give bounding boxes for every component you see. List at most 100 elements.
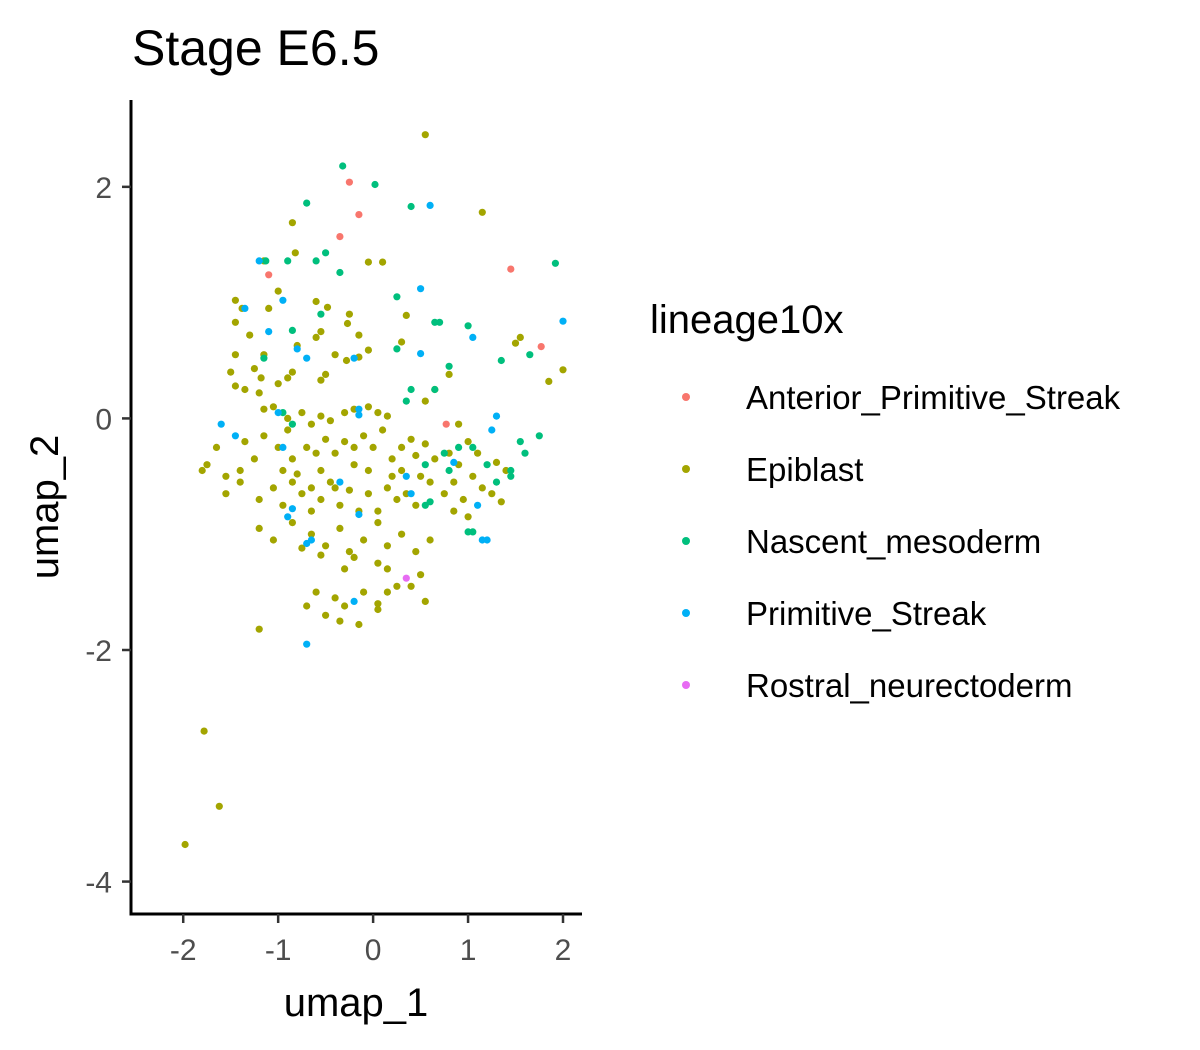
data-point	[317, 412, 325, 420]
data-point	[323, 303, 332, 311]
data-point	[212, 443, 221, 451]
data-point	[421, 597, 429, 606]
data-point	[181, 840, 189, 849]
data-point	[537, 343, 545, 351]
data-point	[545, 377, 553, 385]
data-point	[317, 328, 325, 336]
data-point	[307, 530, 315, 538]
data-point	[511, 339, 520, 347]
data-point	[336, 233, 344, 241]
data-point	[303, 354, 311, 362]
data-point	[288, 219, 296, 227]
data-point	[398, 466, 406, 475]
data-point	[450, 478, 458, 486]
data-point	[317, 310, 325, 318]
data-point	[241, 385, 249, 394]
data-point	[255, 495, 263, 504]
x-axis-title: umap_1	[284, 981, 429, 1025]
data-point	[393, 582, 401, 590]
data-point	[431, 385, 439, 394]
data-point	[369, 443, 377, 451]
data-point	[350, 597, 358, 606]
data-point	[417, 571, 425, 579]
data-point	[374, 409, 382, 417]
data-point	[355, 620, 363, 629]
x-tick-label: 0	[365, 934, 382, 967]
data-point	[474, 449, 482, 457]
data-point	[341, 565, 349, 573]
legend-label: Nascent_mesoderm	[746, 523, 1041, 560]
y-tick-label: -4	[85, 867, 112, 900]
data-point	[222, 472, 230, 480]
data-point	[274, 409, 282, 417]
data-point	[265, 304, 273, 312]
legend-title: lineage10x	[650, 298, 844, 342]
data-point	[307, 420, 315, 428]
data-point	[488, 490, 496, 498]
data-point	[355, 411, 363, 419]
data-point	[440, 449, 448, 457]
data-point	[257, 374, 265, 382]
y-tick-label: 2	[95, 172, 112, 205]
data-point	[450, 458, 458, 466]
data-point	[322, 542, 330, 550]
data-point	[241, 304, 249, 312]
data-point	[374, 605, 382, 614]
data-point	[383, 412, 391, 420]
data-point	[469, 472, 477, 480]
data-point	[551, 259, 560, 267]
data-point	[341, 602, 349, 610]
data-point	[421, 397, 429, 405]
data-point	[279, 501, 287, 509]
data-point	[298, 490, 306, 498]
data-point	[445, 466, 453, 475]
x-axis-ticks: -2 -1 0 1 2	[170, 914, 571, 967]
data-point	[250, 455, 258, 463]
data-point	[440, 490, 448, 498]
data-point	[521, 449, 529, 457]
data-point	[417, 350, 425, 358]
data-point	[364, 258, 372, 266]
data-point	[383, 542, 391, 550]
data-point	[455, 443, 463, 451]
data-point	[535, 432, 543, 440]
data-point	[350, 553, 358, 562]
data-point	[269, 403, 277, 411]
data-point	[236, 478, 244, 486]
legend-key-dot	[682, 465, 690, 473]
data-point	[464, 438, 472, 446]
data-point	[364, 403, 372, 411]
data-point	[355, 331, 363, 339]
data-point	[236, 466, 244, 475]
data-point	[526, 351, 534, 359]
data-point	[388, 472, 396, 480]
data-point	[431, 318, 439, 326]
data-point	[402, 397, 410, 405]
data-point	[231, 318, 239, 326]
legend-label: Primitive_Streak	[746, 595, 987, 632]
data-point	[231, 296, 239, 304]
data-point	[312, 257, 320, 265]
data-point	[383, 588, 391, 596]
data-point	[360, 536, 368, 544]
data-point	[364, 346, 372, 354]
legend: lineage10x Anterior_Primitive_Streak Epib…	[650, 298, 1121, 704]
data-point	[464, 513, 472, 521]
data-point	[231, 351, 239, 359]
data-point	[342, 356, 351, 365]
data-point	[350, 354, 358, 362]
data-point	[407, 202, 415, 211]
data-point	[402, 472, 410, 480]
data-point	[260, 405, 268, 413]
data-point	[371, 180, 379, 189]
data-point	[265, 328, 273, 336]
data-point	[255, 625, 263, 633]
data-point	[407, 435, 415, 443]
data-point	[284, 257, 292, 265]
data-point	[379, 258, 387, 266]
data-point	[459, 495, 467, 504]
data-point	[279, 443, 287, 451]
data-point	[516, 333, 524, 341]
data-point	[336, 501, 344, 509]
